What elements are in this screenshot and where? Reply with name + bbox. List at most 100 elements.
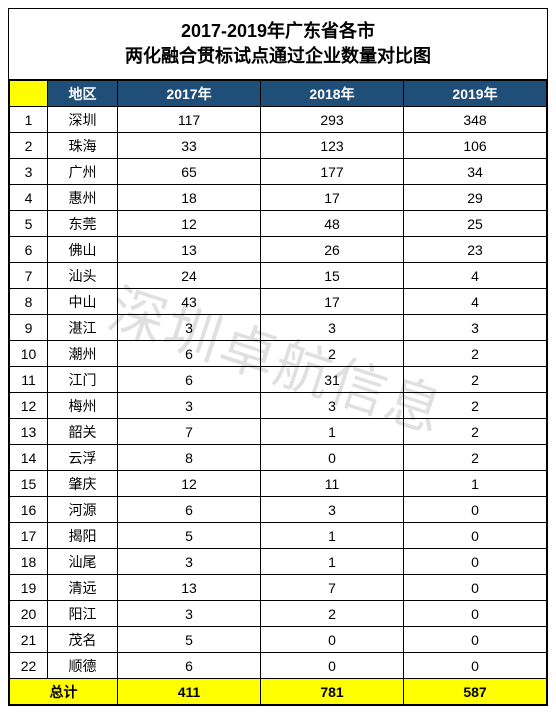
cell-y2017: 12: [118, 211, 261, 237]
table-row: 22顺德600: [10, 653, 547, 679]
cell-region: 江门: [48, 367, 118, 393]
table-row: 14云浮802: [10, 445, 547, 471]
title-line-1: 2017-2019年广东省各市: [13, 19, 543, 44]
cell-y2017: 5: [118, 523, 261, 549]
cell-y2018: 0: [261, 627, 404, 653]
table-row: 17揭阳510: [10, 523, 547, 549]
cell-y2017: 6: [118, 497, 261, 523]
table-row: 19清远1370: [10, 575, 547, 601]
cell-y2017: 3: [118, 601, 261, 627]
cell-y2017: 6: [118, 341, 261, 367]
cell-y2018: 1: [261, 419, 404, 445]
cell-y2017: 5: [118, 627, 261, 653]
cell-y2019: 3: [404, 315, 547, 341]
cell-y2019: 2: [404, 393, 547, 419]
table-row: 5东莞124825: [10, 211, 547, 237]
table-row: 18汕尾310: [10, 549, 547, 575]
cell-region: 湛江: [48, 315, 118, 341]
cell-region: 惠州: [48, 185, 118, 211]
cell-y2018: 123: [261, 133, 404, 159]
cell-region: 茂名: [48, 627, 118, 653]
cell-y2017: 13: [118, 575, 261, 601]
cell-idx: 19: [10, 575, 48, 601]
cell-y2017: 43: [118, 289, 261, 315]
cell-y2018: 177: [261, 159, 404, 185]
cell-y2017: 3: [118, 315, 261, 341]
cell-y2018: 1: [261, 549, 404, 575]
cell-idx: 1: [10, 107, 48, 133]
cell-y2019: 106: [404, 133, 547, 159]
cell-y2019: 34: [404, 159, 547, 185]
cell-idx: 8: [10, 289, 48, 315]
col-2019: 2019年: [404, 81, 547, 107]
cell-region: 韶关: [48, 419, 118, 445]
table-row: 6佛山132623: [10, 237, 547, 263]
col-2017: 2017年: [118, 81, 261, 107]
cell-idx: 6: [10, 237, 48, 263]
cell-y2018: 0: [261, 445, 404, 471]
cell-region: 河源: [48, 497, 118, 523]
cell-y2017: 65: [118, 159, 261, 185]
col-blank: [10, 81, 48, 107]
cell-y2019: 2: [404, 445, 547, 471]
cell-idx: 14: [10, 445, 48, 471]
cell-y2019: 348: [404, 107, 547, 133]
cell-y2018: 2: [261, 341, 404, 367]
cell-y2018: 26: [261, 237, 404, 263]
table-row: 21茂名500: [10, 627, 547, 653]
cell-y2017: 6: [118, 367, 261, 393]
cell-y2017: 117: [118, 107, 261, 133]
cell-y2019: 2: [404, 341, 547, 367]
cell-idx: 15: [10, 471, 48, 497]
cell-region: 顺德: [48, 653, 118, 679]
cell-region: 汕尾: [48, 549, 118, 575]
table-row: 16河源630: [10, 497, 547, 523]
table-row: 7汕头24154: [10, 263, 547, 289]
cell-region: 阳江: [48, 601, 118, 627]
cell-y2018: 1: [261, 523, 404, 549]
cell-y2019: 2: [404, 419, 547, 445]
cell-y2019: 0: [404, 653, 547, 679]
cell-idx: 3: [10, 159, 48, 185]
table-row: 20阳江320: [10, 601, 547, 627]
table-row: 4惠州181729: [10, 185, 547, 211]
cell-region: 东莞: [48, 211, 118, 237]
cell-region: 珠海: [48, 133, 118, 159]
cell-region: 佛山: [48, 237, 118, 263]
cell-region: 潮州: [48, 341, 118, 367]
cell-y2019: 0: [404, 627, 547, 653]
table-row: 10潮州622: [10, 341, 547, 367]
cell-y2019: 25: [404, 211, 547, 237]
data-table: 地区 2017年 2018年 2019年 1深圳1172933482珠海3312…: [9, 80, 547, 705]
cell-idx: 22: [10, 653, 48, 679]
cell-y2017: 33: [118, 133, 261, 159]
cell-idx: 17: [10, 523, 48, 549]
table-row: 11江门6312: [10, 367, 547, 393]
cell-y2017: 3: [118, 393, 261, 419]
cell-y2019: 23: [404, 237, 547, 263]
cell-y2018: 3: [261, 393, 404, 419]
cell-y2019: 4: [404, 263, 547, 289]
cell-idx: 4: [10, 185, 48, 211]
cell-region: 深圳: [48, 107, 118, 133]
cell-y2019: 0: [404, 601, 547, 627]
cell-y2018: 15: [261, 263, 404, 289]
cell-region: 揭阳: [48, 523, 118, 549]
cell-region: 云浮: [48, 445, 118, 471]
total-row: 总计 411 781 587: [10, 679, 547, 705]
cell-y2018: 3: [261, 497, 404, 523]
cell-idx: 11: [10, 367, 48, 393]
cell-idx: 2: [10, 133, 48, 159]
cell-y2019: 0: [404, 575, 547, 601]
cell-idx: 5: [10, 211, 48, 237]
cell-y2019: 2: [404, 367, 547, 393]
cell-y2019: 29: [404, 185, 547, 211]
cell-y2017: 7: [118, 419, 261, 445]
cell-idx: 20: [10, 601, 48, 627]
cell-y2017: 6: [118, 653, 261, 679]
table-row: 12梅州332: [10, 393, 547, 419]
cell-y2017: 24: [118, 263, 261, 289]
cell-y2018: 293: [261, 107, 404, 133]
title-line-2: 两化融合贯标试点通过企业数量对比图: [13, 44, 543, 69]
table-row: 9湛江333: [10, 315, 547, 341]
